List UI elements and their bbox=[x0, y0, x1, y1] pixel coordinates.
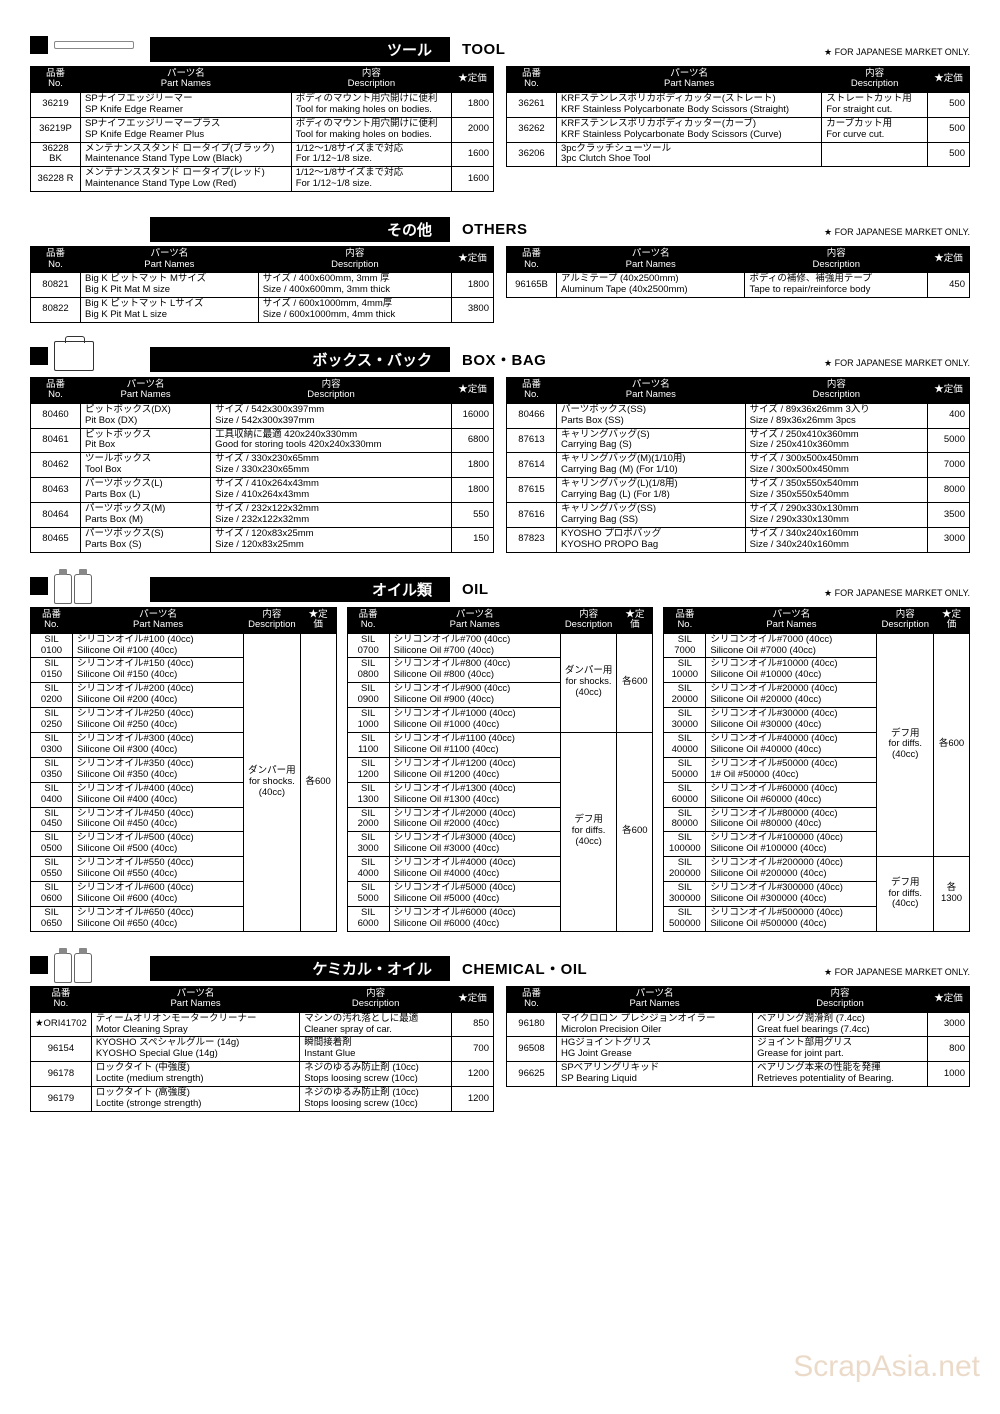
table-row: ★ORI41702 ティームオリオンモータークリーナーMotor Cleanin… bbox=[31, 1012, 494, 1037]
table-row: 80465 パーツボックス(S)Parts Box (S) サイズ / 120x… bbox=[31, 527, 494, 552]
jp-market-note: ★ FOR JAPANESE MARKET ONLY. bbox=[824, 358, 970, 369]
section-title-jp: ツール bbox=[150, 37, 450, 62]
section-icon bbox=[30, 950, 150, 980]
jp-market-note: ★ FOR JAPANESE MARKET ONLY. bbox=[824, 967, 970, 978]
section-icon bbox=[30, 210, 150, 240]
jp-market-note: ★ FOR JAPANESE MARKET ONLY. bbox=[824, 47, 970, 58]
table-row: SIL 200000 シリコンオイル#200000 (40cc)Silicone… bbox=[664, 857, 970, 882]
table-row: 96179 ロックタイト (高強度)Loctite (stronge stren… bbox=[31, 1087, 494, 1112]
table-row: SIL 1100 シリコンオイル#1100 (40cc)Silicone Oil… bbox=[347, 733, 653, 758]
section-title-en: BOX・BAG bbox=[450, 347, 558, 372]
section-tool: ツール TOOL ★ FOR JAPANESE MARKET ONLY. 品番N… bbox=[30, 30, 970, 192]
parts-table: 品番No. パーツ名Part Names 内容Description ★定価 9… bbox=[506, 986, 970, 1087]
table-row: 36228 BK メンテナンススタンド ロータイプ(ブラック)Maintenan… bbox=[31, 142, 494, 167]
table-row: 80460 ピットボックス(DX)Pit Box (DX) サイズ / 542x… bbox=[31, 403, 494, 428]
parts-table: 品番No. パーツ名Part Names 内容Description ★定価 8… bbox=[506, 377, 970, 553]
table-row: 96165B アルミテープ (40x2500mm)Aluminum Tape (… bbox=[507, 273, 970, 298]
section-title-jp: その他 bbox=[150, 217, 450, 242]
table-row: 80464 パーツボックス(M)Parts Box (M) サイズ / 232x… bbox=[31, 503, 494, 528]
section-chemical: ケミカル・オイル CHEMICAL・OIL ★ FOR JAPANESE MAR… bbox=[30, 950, 970, 1112]
section-icon bbox=[30, 571, 150, 601]
parts-table: 品番No. パーツ名Part Names 内容Description ★定価 3… bbox=[506, 66, 970, 167]
section-title-jp: ケミカル・オイル bbox=[150, 956, 450, 981]
jp-market-note: ★ FOR JAPANESE MARKET ONLY. bbox=[824, 227, 970, 238]
parts-table: 品番No. パーツ名Part Names 内容Description ★定価 9… bbox=[506, 246, 970, 298]
table-row: 80466 パーツボックス(SS)Parts Box (SS) サイズ / 89… bbox=[507, 403, 970, 428]
table-row: 80822 Big K ピットマット LサイズBig K Pit Mat L s… bbox=[31, 297, 494, 322]
table-row: 96154 KYOSHO スペシャルグルー (14g)KYOSHO Specia… bbox=[31, 1037, 494, 1062]
table-row: SIL 0700 シリコンオイル#700 (40cc)Silicone Oil … bbox=[347, 633, 653, 658]
table-row: 87613 キャリングバッグ(S)Carrying Bag (S) サイズ / … bbox=[507, 428, 970, 453]
table-row: 96625 SPベアリングリキッドSP Bearing Liquid ベアリング… bbox=[507, 1062, 970, 1087]
section-title-en: TOOL bbox=[450, 39, 517, 60]
table-row: 36262 KRFステンレスポリカボディカッター(カーブ)KRF Stainle… bbox=[507, 117, 970, 142]
parts-table: 品番No. パーツ名Part Names 内容Description ★定価 8… bbox=[30, 246, 494, 323]
section-title-jp: オイル類 bbox=[150, 577, 450, 602]
table-row: 96180 マイクロロン プレシジョンオイラーMicrolon Precisio… bbox=[507, 1012, 970, 1037]
table-row: 96178 ロックタイト (中強度)Loctite (medium streng… bbox=[31, 1062, 494, 1087]
table-row: 87614 キャリングバッグ(M)(1/10用)Carrying Bag (M)… bbox=[507, 453, 970, 478]
table-row: 80463 パーツボックス(L)Parts Box (L) サイズ / 410x… bbox=[31, 478, 494, 503]
table-row: 36206 3pcクラッチシューツール3pc Clutch Shoe Tool … bbox=[507, 142, 970, 167]
section-title-en: OIL bbox=[450, 579, 501, 600]
table-row: 36228 R メンテナンススタンド ロータイプ(レッド)Maintenance… bbox=[31, 167, 494, 192]
section-title-jp: ボックス・バック bbox=[150, 347, 450, 372]
parts-table: 品番No. パーツ名Part Names 内容Description ★定価 8… bbox=[30, 377, 494, 553]
table-row: SIL 0100 シリコンオイル#100 (40cc)Silicone Oil … bbox=[31, 633, 337, 658]
watermark: ScrapAsia.net bbox=[793, 1350, 980, 1384]
table-row: 80461 ピットボックスPit Box 工具収納に最適 420x240x330… bbox=[31, 428, 494, 453]
table-row: 80821 Big K ピットマット MサイズBig K Pit Mat M s… bbox=[31, 273, 494, 298]
table-row: 87616 キャリングバッグ(SS)Carrying Bag (SS) サイズ … bbox=[507, 503, 970, 528]
table-row: 87615 キャリングバッグ(L)(1/8用)Carrying Bag (L) … bbox=[507, 478, 970, 503]
section-oil: オイル類 OIL ★ FOR JAPANESE MARKET ONLY. 品番N… bbox=[30, 571, 970, 932]
table-row: 36261 KRFステンレスポリカボディカッター(ストレート)KRF Stain… bbox=[507, 92, 970, 117]
parts-table: 品番No. パーツ名Part Names 内容Description ★定価 3… bbox=[30, 66, 494, 192]
table-row: 36219P SPナイフエッジリーマープラスSP Knife Edge Ream… bbox=[31, 117, 494, 142]
section-icon bbox=[30, 30, 150, 60]
section-boxbag: ボックス・バック BOX・BAG ★ FOR JAPANESE MARKET O… bbox=[30, 341, 970, 553]
table-row: 87823 KYOSHO プロポバッグKYOSHO PROPO Bag サイズ … bbox=[507, 527, 970, 552]
section-icon bbox=[30, 341, 150, 371]
parts-table: 品番No. パーツ名Part Names 内容Description ★定価 ★… bbox=[30, 986, 494, 1112]
oil-table-1: 品番No. パーツ名Part Names 内容Description ★定価 S… bbox=[30, 607, 337, 932]
table-row: 80462 ツールボックスTool Box サイズ / 330x230x65mm… bbox=[31, 453, 494, 478]
oil-table-3: 品番No. パーツ名Part Names 内容Description ★定価 S… bbox=[663, 607, 970, 932]
table-row: 36219 SPナイフエッジリーマーSP Knife Edge Reamer ボ… bbox=[31, 92, 494, 117]
table-row: SIL 7000 シリコンオイル#7000 (40cc)Silicone Oil… bbox=[664, 633, 970, 658]
section-title-en: OTHERS bbox=[450, 219, 540, 240]
jp-market-note: ★ FOR JAPANESE MARKET ONLY. bbox=[824, 588, 970, 599]
section-title-en: CHEMICAL・OIL bbox=[450, 956, 599, 981]
section-others: その他 OTHERS ★ FOR JAPANESE MARKET ONLY. 品… bbox=[30, 210, 970, 323]
table-row: 96508 HGジョイントグリスHG Joint Grease ジョイント部用グ… bbox=[507, 1037, 970, 1062]
oil-table-2: 品番No. パーツ名Part Names 内容Description ★定価 S… bbox=[347, 607, 654, 932]
